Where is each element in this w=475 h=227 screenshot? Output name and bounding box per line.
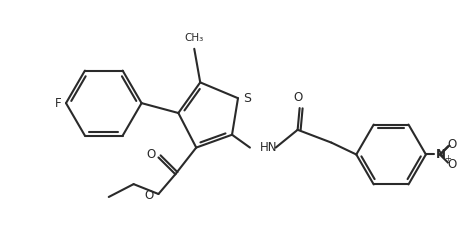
Text: O: O — [293, 91, 302, 104]
Text: F: F — [55, 97, 61, 110]
Text: O: O — [448, 138, 457, 151]
Text: HN: HN — [260, 141, 277, 154]
Text: O: O — [448, 158, 457, 171]
Text: O: O — [146, 148, 155, 161]
Text: O: O — [144, 190, 153, 202]
Text: +: + — [444, 154, 451, 163]
Text: CH₃: CH₃ — [185, 33, 204, 43]
Text: S: S — [243, 92, 251, 105]
Text: N: N — [436, 148, 446, 161]
